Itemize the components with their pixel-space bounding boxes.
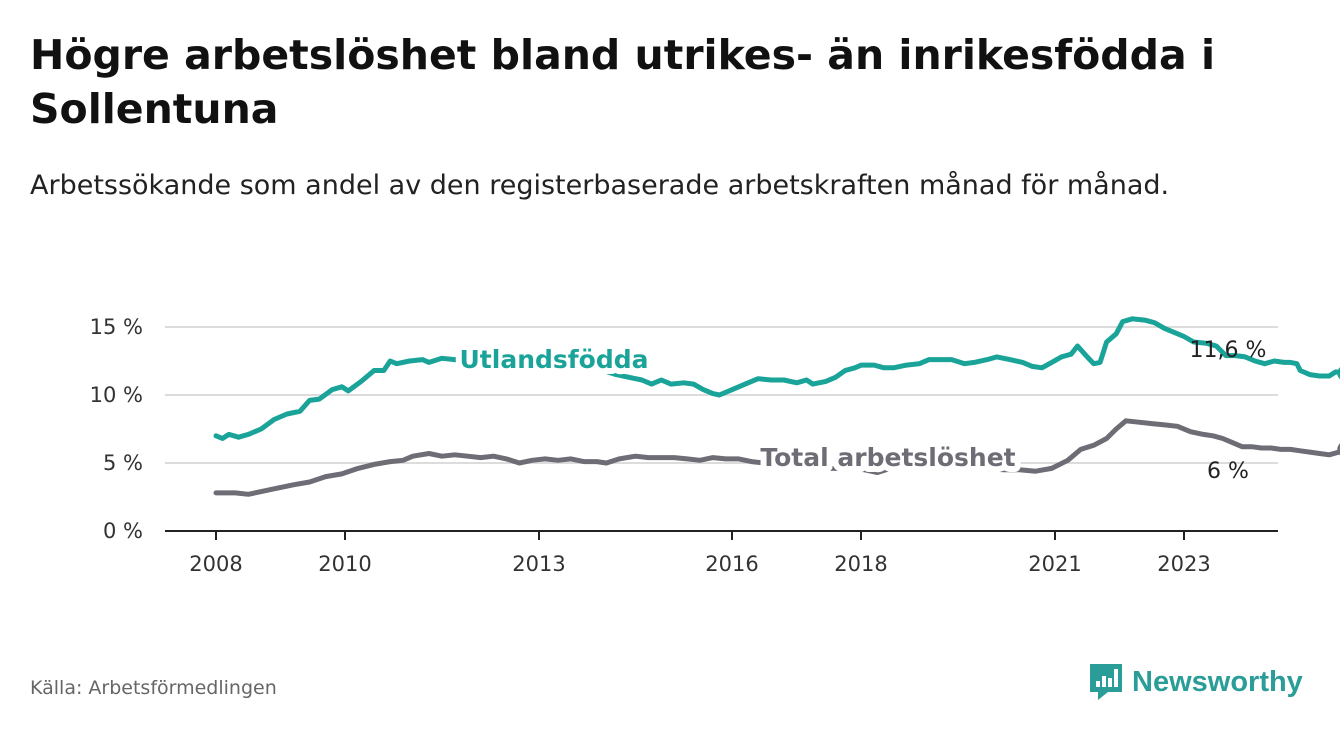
x-tick-label-2008: 2008: [189, 552, 242, 576]
chart-title: Högre arbetslöshet bland utrikes- än inr…: [30, 31, 1215, 133]
brand-name: Newsworthy: [1132, 665, 1303, 698]
series-line-utlandsfodda: [213, 316, 1340, 441]
series-label-utlandsfodda: Utlandsfödda: [460, 345, 649, 374]
x-axis-ticks: [215, 531, 1185, 540]
source-note: Källa: Arbetsförmedlingen: [30, 677, 277, 699]
chart-subtitle: Arbetssökande som andel av den registerb…: [30, 170, 1170, 201]
series-label-total-arbetsloshet: Total arbetslöshet: [760, 443, 1015, 472]
x-tick-label-2023: 2023: [1157, 552, 1210, 576]
newsworthy-logo-icon: [1090, 664, 1122, 700]
y-tick-label-5: 5 %: [103, 451, 143, 475]
y-tick-label-0: 0 %: [103, 519, 143, 543]
y-tick-label-10: 10 %: [90, 383, 143, 407]
end-label-utlandsfodda: 11,6 %: [1190, 338, 1267, 363]
y-axis-labels: 15 % 10 % 5 % 0 %: [90, 315, 143, 543]
brand-logo: Newsworthy: [1088, 660, 1303, 704]
x-tick-label-2010: 2010: [318, 552, 371, 576]
end-point-total-arbetsloshet: [1337, 443, 1340, 456]
series-line-total-arbetsloshet: [213, 418, 1340, 497]
x-tick-label-2013: 2013: [512, 552, 565, 576]
x-tick-label-2018: 2018: [834, 552, 887, 576]
x-axis-labels: 2008 2010 2013 2016 2018 2021 2023: [189, 552, 1210, 576]
end-label-total-arbetsloshet: 6 %: [1207, 459, 1249, 484]
y-tick-label-15: 15 %: [90, 315, 143, 339]
x-tick-label-2016: 2016: [705, 552, 758, 576]
end-point-utlandsfodda: [1337, 367, 1340, 380]
x-tick-label-2021: 2021: [1028, 552, 1081, 576]
